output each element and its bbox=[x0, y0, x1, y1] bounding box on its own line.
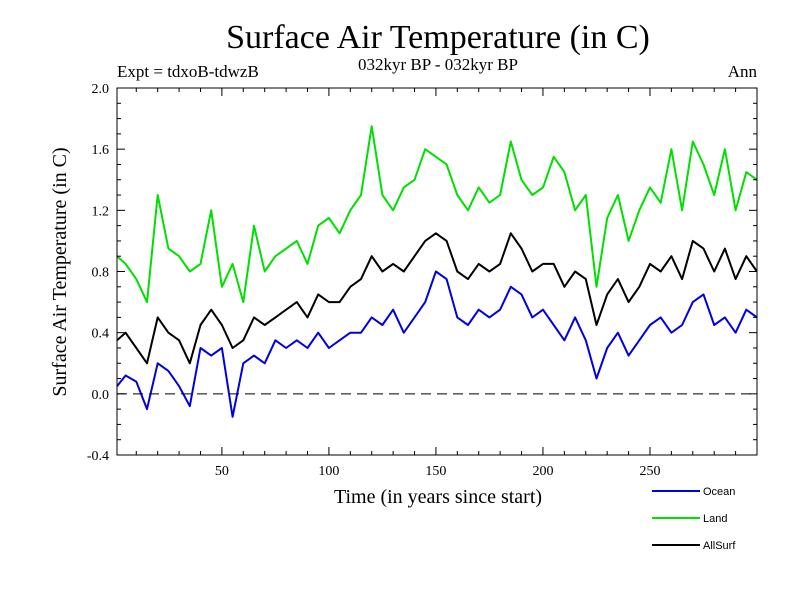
series-line-land bbox=[117, 125, 757, 304]
y-axis: -0.4 0.0 0.4 0.8 1.2 1.6 2.0 bbox=[87, 82, 757, 464]
y-tick-label: 1.6 bbox=[92, 143, 110, 158]
legend-label-ocean: Ocean bbox=[703, 486, 735, 498]
y-tick-label: 2.0 bbox=[92, 82, 110, 97]
legend-label-allsurf: AllSurf bbox=[703, 540, 736, 552]
x-tick-label: 250 bbox=[639, 464, 660, 479]
series-layer bbox=[117, 125, 757, 418]
y-tick-label: 0.4 bbox=[92, 327, 110, 342]
chart-title: Surface Air Temperature (in C) bbox=[226, 19, 650, 56]
season-label: Ann bbox=[728, 62, 758, 81]
series-line-allsurf bbox=[117, 232, 757, 365]
x-tick-label: 50 bbox=[215, 464, 229, 479]
x-axis: 50 100 150 200 250 bbox=[135, 88, 758, 479]
y-axis-label: Surface Air Temperature (in C) bbox=[49, 147, 71, 396]
y-tick-label: -0.4 bbox=[87, 449, 109, 464]
experiment-label: Expt = tdxoB-tdwzB bbox=[117, 62, 259, 81]
x-tick-label: 200 bbox=[532, 464, 553, 479]
chart-subtitle: 032kyr BP - 032kyr BP bbox=[358, 55, 518, 74]
legend-label-land: Land bbox=[703, 513, 727, 525]
x-tick-label: 100 bbox=[318, 464, 339, 479]
y-tick-label: 0.0 bbox=[92, 388, 110, 403]
y-tick-label: 1.2 bbox=[92, 204, 110, 219]
series-line-ocean bbox=[117, 270, 757, 418]
x-tick-label: 150 bbox=[425, 464, 446, 479]
y-tick-label: 0.8 bbox=[92, 266, 110, 281]
x-axis-label: Time (in years since start) bbox=[334, 486, 542, 508]
legend: Ocean Land AllSurf bbox=[652, 486, 736, 552]
